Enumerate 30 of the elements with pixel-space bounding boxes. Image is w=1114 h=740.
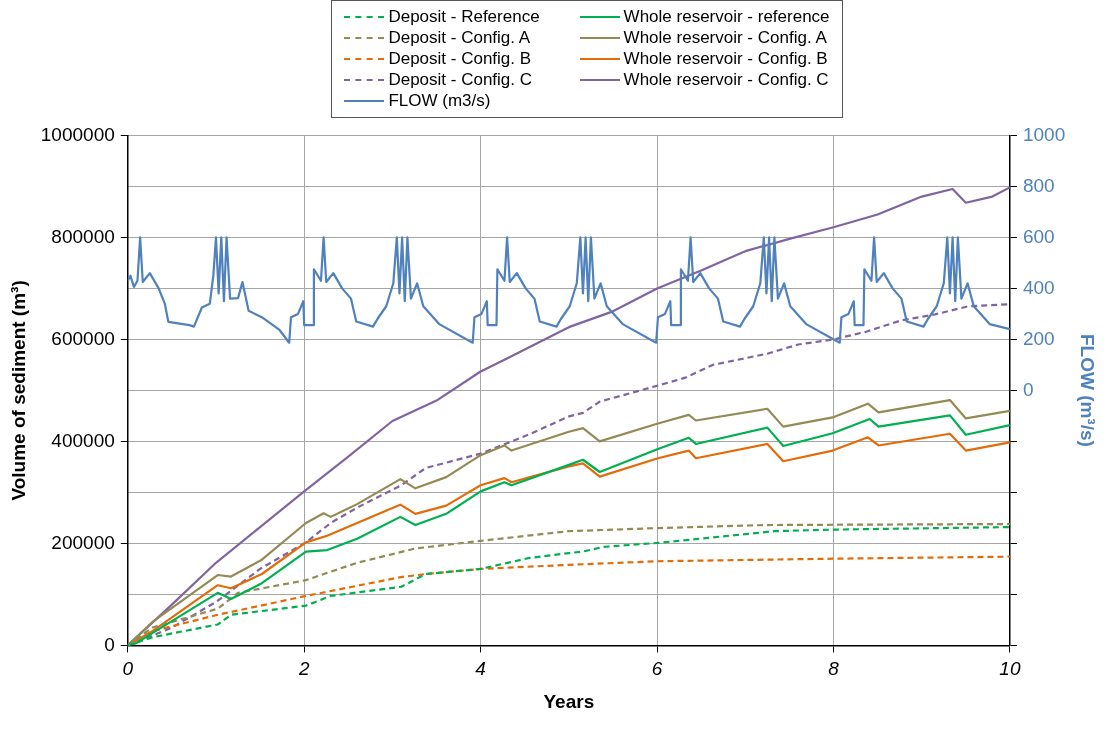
legend-label: Whole reservoir - reference [623, 7, 830, 27]
y-tick-label: 200000 [51, 531, 115, 553]
legend-label: FLOW (m3/s) [388, 91, 491, 111]
y2-tick-label: 400 [1022, 276, 1055, 298]
legend-label: Whole reservoir - Config. A [623, 28, 827, 48]
y-tick-label: 0 [104, 633, 115, 655]
y2-tick-label: 200 [1022, 327, 1055, 349]
x-tick-label: 2 [297, 658, 310, 680]
y2-tick-label: 1000 [1022, 123, 1066, 145]
y2-axis-title: FLOW (m³/s) [1077, 333, 1099, 447]
y-tick-label: 1000000 [40, 123, 115, 145]
x-tick-label: 4 [475, 658, 486, 680]
legend-label: Whole reservoir - Config. C [623, 70, 829, 90]
x-tick-label: 10 [999, 658, 1021, 680]
legend-label: Deposit - Config. A [388, 28, 531, 48]
x-tick-label: 8 [828, 658, 840, 680]
y-tick-label: 400000 [51, 429, 115, 451]
legend-label: Whole reservoir - Config. B [623, 49, 828, 69]
y2-tick-label: 800 [1022, 174, 1055, 196]
y2-tick-label: 600 [1022, 225, 1055, 247]
legend-label: Deposit - Config. C [388, 70, 533, 90]
x-tick-label: 6 [651, 658, 663, 680]
x-tick-label: 0 [122, 658, 134, 680]
y-tick-label: 800000 [51, 225, 115, 247]
x-axis-title: Years [543, 690, 595, 712]
legend-label: Deposit - Config. B [388, 49, 532, 69]
legend-label: Deposit - Reference [388, 7, 540, 27]
y2-tick-label: 0 [1022, 378, 1034, 400]
y-axis-title: Volume of sediment (m³) [7, 280, 29, 501]
y-tick-label: 600000 [51, 327, 115, 349]
